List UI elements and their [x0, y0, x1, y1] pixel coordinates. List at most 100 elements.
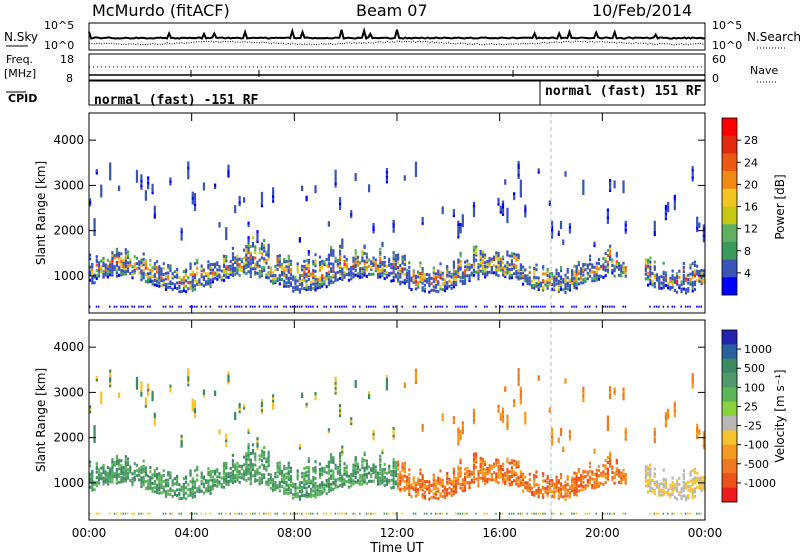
power-cell	[475, 270, 478, 274]
power-colorbar-tick-label: 28	[744, 134, 758, 147]
power-cell	[548, 275, 551, 279]
velocity-cell	[397, 484, 400, 488]
velocity-cell	[472, 480, 476, 484]
velocity-cell	[513, 404, 516, 408]
velocity-cell	[196, 465, 199, 469]
power-cell	[332, 249, 335, 253]
velocity-cell	[153, 417, 156, 421]
power-cell	[544, 283, 547, 287]
power-cell	[359, 272, 362, 276]
velocity-cell	[234, 417, 237, 421]
power-cell	[155, 265, 159, 269]
velocity-cell	[343, 466, 346, 470]
power-cell	[200, 275, 203, 279]
velocity-cell	[548, 485, 551, 489]
velocity-cell	[602, 512, 604, 515]
power-cell	[142, 257, 145, 261]
velocity-cell	[254, 455, 257, 459]
power-cell	[240, 265, 243, 269]
power-cell	[392, 275, 395, 279]
velocity-colorbar-band	[722, 444, 737, 460]
power-cell	[517, 258, 520, 262]
power-cell	[343, 275, 346, 279]
velocity-cell	[191, 495, 194, 499]
power-cell	[673, 305, 676, 308]
power-cell	[620, 274, 623, 278]
power-cell	[327, 264, 331, 268]
velocity-cell	[504, 386, 507, 390]
velocity-cell	[245, 460, 248, 464]
velocity-cell	[508, 461, 511, 465]
velocity-cell	[111, 458, 114, 462]
velocity-cell	[234, 468, 237, 472]
velocity-cell	[312, 481, 315, 485]
velocity-cell	[419, 468, 422, 472]
velocity-cell	[684, 486, 688, 490]
power-cell	[671, 274, 674, 278]
power-cell	[479, 257, 482, 261]
velocity-cell	[472, 466, 476, 470]
power-cell	[363, 251, 366, 255]
velocity-cell	[700, 476, 703, 480]
power-cell	[466, 263, 469, 267]
velocity-cell	[167, 489, 170, 493]
velocity-cell	[551, 494, 554, 498]
power-cell	[276, 305, 278, 308]
velocity-colorbar-band	[722, 358, 737, 374]
power-cell	[321, 259, 324, 263]
velocity-cell	[504, 480, 507, 484]
power-cell	[222, 270, 226, 274]
power-cell	[312, 282, 315, 286]
velocity-cell	[392, 431, 395, 435]
power-cell	[142, 268, 145, 272]
power-cell	[187, 276, 190, 280]
velocity-cell	[301, 488, 304, 492]
velocity-cell	[497, 465, 500, 469]
velocity-cell	[160, 476, 163, 480]
power-cell	[305, 288, 308, 292]
power-cell	[109, 172, 112, 176]
velocity-cell	[557, 439, 560, 443]
velocity-cell	[452, 416, 455, 420]
power-cell	[613, 274, 616, 278]
velocity-cell	[365, 481, 368, 485]
velocity-cell	[673, 512, 676, 515]
power-cell	[588, 271, 592, 275]
power-cell	[390, 279, 393, 283]
velocity-cell	[613, 389, 616, 393]
velocity-cell	[289, 466, 293, 470]
velocity-cell	[678, 491, 681, 495]
velocity-cell	[338, 476, 342, 480]
power-cell	[586, 263, 589, 267]
velocity-cell	[517, 375, 520, 379]
velocity-cell	[475, 458, 478, 462]
velocity-cell	[644, 479, 647, 483]
power-cell	[472, 265, 476, 269]
power-cell	[307, 252, 310, 256]
velocity-cell	[421, 493, 424, 497]
power-cell	[573, 279, 576, 283]
velocity-cell	[524, 475, 527, 479]
power-cell	[495, 251, 498, 255]
power-cell	[530, 279, 534, 283]
velocity-cell	[301, 485, 304, 489]
power-cell	[171, 272, 174, 276]
power-cell	[696, 269, 699, 273]
power-cell	[461, 214, 464, 218]
velocity-cell	[267, 455, 270, 459]
power-cell	[508, 270, 511, 274]
velocity-cell	[510, 480, 514, 484]
velocity-cell	[693, 476, 697, 480]
velocity-cell	[394, 469, 397, 473]
velocity-cell	[492, 471, 496, 475]
power-cell	[408, 265, 411, 269]
power-cell	[423, 289, 426, 293]
power-cell	[551, 305, 553, 308]
date-title: 10/Feb/2014	[592, 1, 692, 20]
velocity-cell	[506, 468, 509, 472]
velocity-cell	[140, 381, 143, 385]
power-cell	[323, 263, 326, 267]
power-cell	[678, 269, 681, 273]
power-cell	[361, 250, 364, 254]
velocity-cell	[91, 477, 94, 481]
